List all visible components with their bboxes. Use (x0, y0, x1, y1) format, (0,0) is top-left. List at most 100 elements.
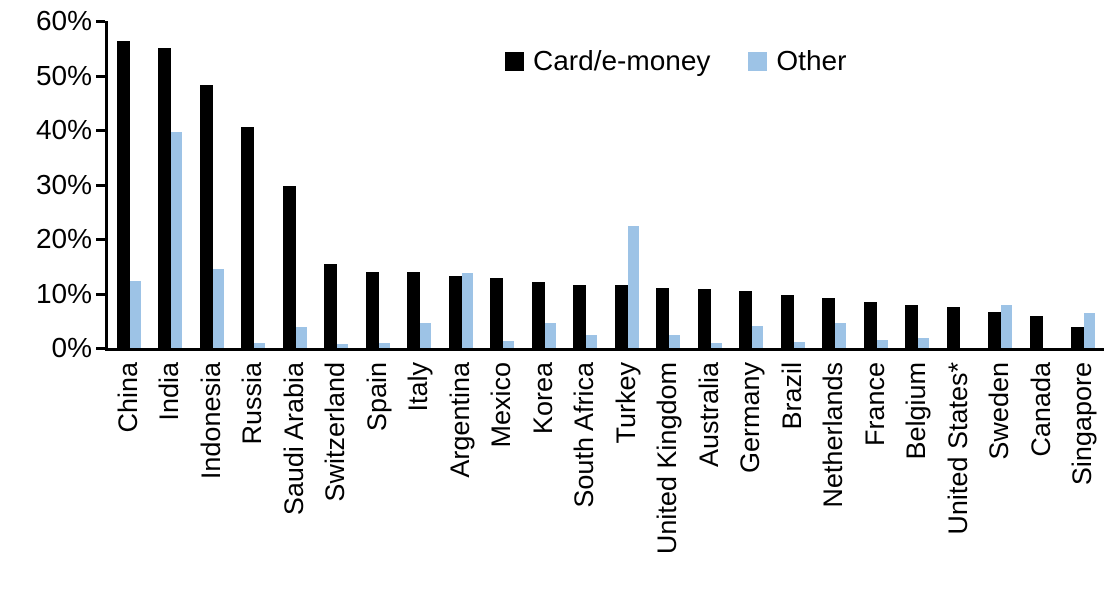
bar-card-emoney (614, 284, 628, 348)
x-axis-label: India (154, 362, 185, 421)
bar-other (1084, 312, 1096, 348)
x-axis-label: France (859, 362, 890, 447)
x-label-slot: United Kingdom (648, 362, 690, 587)
bar-other (1001, 304, 1013, 348)
bars-area (108, 21, 1104, 348)
x-axis-label: Argentina (444, 362, 475, 478)
y-tick (96, 183, 105, 187)
x-axis-label: China (112, 362, 143, 433)
bar-card-emoney (739, 290, 753, 348)
bar-card-emoney (116, 41, 130, 348)
bar-other (918, 338, 930, 348)
x-axis-label: Korea (527, 362, 558, 435)
bar-other (876, 340, 888, 348)
plot-area (108, 21, 1104, 348)
x-label-slot: Netherlands (814, 362, 856, 587)
bar-group (108, 21, 150, 348)
bar-other (835, 322, 847, 348)
bar-card-emoney (905, 304, 919, 348)
x-label-slot: United States* (938, 362, 980, 587)
x-label-slot: Turkey (606, 362, 648, 587)
x-axis-label: Singapore (1067, 362, 1098, 486)
legend-item-other: Other (748, 45, 846, 77)
x-label-slot: Singapore (1063, 362, 1105, 587)
y-tick-label: 30% (35, 168, 92, 200)
bar-group (897, 21, 939, 348)
bar-card-emoney (573, 284, 587, 348)
bar-card-emoney (407, 272, 421, 348)
bar-other (710, 342, 722, 348)
bar-card-emoney (531, 281, 545, 348)
bar-card-emoney (448, 275, 462, 348)
y-tick (96, 20, 105, 23)
legend-swatch-card-emoney (505, 51, 524, 71)
y-tick-label: 50% (35, 59, 92, 91)
bar-card-emoney (365, 271, 379, 348)
bar-card-emoney (822, 298, 836, 348)
bar-card-emoney (241, 126, 255, 348)
x-axis-label: Italy (403, 362, 434, 412)
bar-card-emoney (988, 312, 1002, 348)
x-axis-label: Mexico (486, 362, 517, 448)
x-label-slot: South Africa (565, 362, 607, 587)
x-axis-label: South Africa (569, 362, 600, 508)
x-axis-label: Germany (735, 362, 766, 474)
bar-other (586, 334, 598, 348)
bar-other (793, 342, 805, 348)
bar-group (565, 21, 607, 348)
x-label-slot: Spain (357, 362, 399, 587)
x-axis-label: Brazil (776, 362, 807, 430)
bar-other (420, 323, 432, 348)
bar-group (357, 21, 399, 348)
bar-group (316, 21, 358, 348)
x-label-slot: Canada (1021, 362, 1063, 587)
bar-group (689, 21, 731, 348)
bar-group (399, 21, 441, 348)
x-axis-label: Belgium (901, 362, 932, 460)
legend-swatch-other (748, 51, 768, 71)
y-tick-label: 60% (35, 5, 92, 36)
bar-other (295, 327, 307, 348)
bar-card-emoney (282, 185, 296, 348)
x-label-slot: Mexico (482, 362, 524, 587)
x-label-slot: Argentina (440, 362, 482, 587)
legend-label-card-emoney: Card/e-money (533, 45, 711, 76)
x-label-slot: Indonesia (191, 362, 233, 587)
x-axis-label: Saudi Arabia (278, 362, 309, 516)
x-axis-label: Switzerland (320, 362, 351, 502)
bar-card-emoney (656, 287, 670, 348)
x-axis-label: Spain (361, 362, 392, 432)
bar-group (440, 21, 482, 348)
x-label-slot: Sweden (980, 362, 1022, 587)
x-axis-labels: China India Indonesia Russia Saudi Arabia Swi… (108, 362, 1104, 587)
bar-group (482, 21, 524, 348)
bar-card-emoney (863, 302, 877, 348)
bar-group (1021, 21, 1063, 348)
bar-group (772, 21, 814, 348)
x-axis-label: Netherlands (818, 362, 849, 508)
bar-other (752, 326, 764, 348)
bar-group (150, 21, 192, 348)
x-axis-line (105, 348, 1104, 351)
bar-other (129, 280, 141, 348)
x-label-slot: Russia (233, 362, 275, 587)
x-axis-label: Australia (693, 362, 724, 468)
bar-other (171, 131, 183, 348)
bar-card-emoney (1029, 315, 1043, 348)
x-axis-label: Russia (237, 362, 268, 445)
bar-card-emoney (946, 306, 960, 348)
x-axis-label: Turkey (610, 362, 641, 444)
x-axis-label: Sweden (984, 362, 1015, 460)
x-label-slot: Australia (689, 362, 731, 587)
bar-group (523, 21, 565, 348)
legend-item-card-emoney: Card/e-money (505, 45, 710, 77)
y-tick (96, 238, 105, 241)
x-axis-label: Indonesia (195, 362, 226, 480)
y-tick (96, 347, 105, 350)
bar-card-emoney (1071, 326, 1085, 348)
x-axis-label: United States* (942, 362, 973, 535)
bar-group (233, 21, 275, 348)
bar-group (606, 21, 648, 348)
bar-group (1063, 21, 1105, 348)
bar-card-emoney (780, 294, 794, 348)
